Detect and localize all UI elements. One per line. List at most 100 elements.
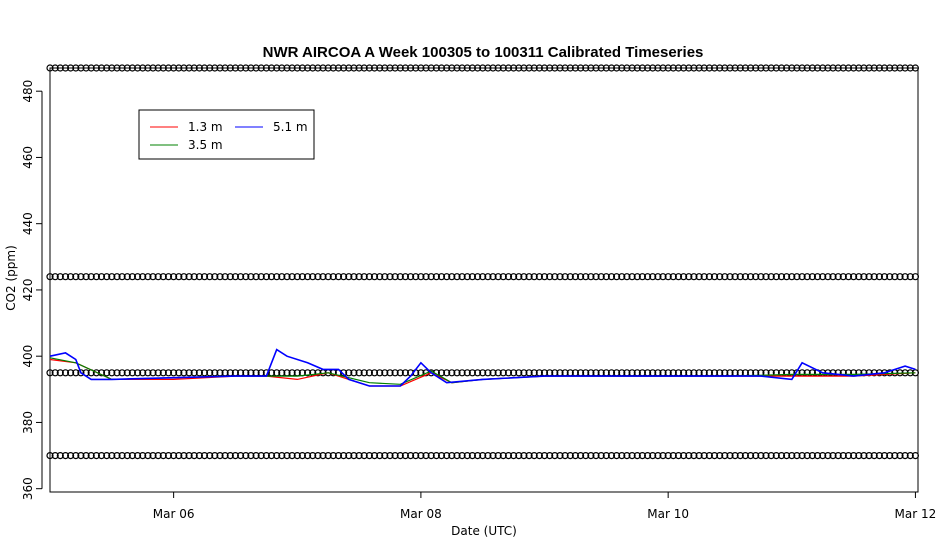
reference-marker [407, 273, 415, 281]
reference-marker [396, 64, 404, 72]
reference-marker [92, 64, 101, 72]
reference-marker [649, 273, 657, 281]
reference-marker [886, 452, 894, 460]
reference-marker [391, 452, 399, 460]
reference-marker [592, 64, 600, 72]
reference-marker [798, 452, 806, 460]
reference-marker [267, 273, 276, 281]
reference-marker [170, 369, 178, 377]
reference-marker [103, 452, 111, 460]
reference-marker [56, 64, 64, 72]
reference-marker [576, 64, 585, 72]
reference-marker [309, 64, 317, 72]
reference-marker [530, 64, 538, 72]
reference-marker [674, 64, 683, 72]
reference-marker [468, 273, 476, 281]
reference-marker [829, 273, 837, 281]
reference-marker [448, 273, 456, 281]
reference-marker [46, 273, 54, 281]
reference-marker [782, 452, 791, 460]
reference-marker [443, 369, 451, 377]
reference-marker [365, 64, 373, 72]
reference-marker [669, 64, 677, 72]
reference-marker [149, 64, 157, 72]
reference-marker [633, 273, 641, 281]
reference-marker [515, 273, 523, 281]
reference-marker [288, 452, 296, 460]
reference-marker [690, 452, 698, 460]
reference-marker [350, 452, 358, 460]
reference-marker [190, 452, 198, 460]
reference-marker [190, 369, 198, 377]
reference-marker [51, 273, 59, 281]
reference-marker [61, 369, 70, 377]
reference-marker [72, 452, 80, 460]
reference-marker [314, 273, 322, 281]
reference-marker [679, 452, 688, 460]
reference-marker [154, 273, 162, 281]
reference-marker [788, 452, 796, 460]
reference-marker [108, 64, 116, 72]
reference-marker [612, 452, 621, 460]
reference-marker [623, 273, 631, 281]
reference-marker [386, 64, 394, 72]
reference-marker [396, 369, 404, 377]
reference-marker [77, 273, 85, 281]
reference-marker [607, 452, 616, 460]
reference-marker [304, 369, 312, 377]
reference-marker [226, 452, 234, 460]
reference-marker [370, 64, 379, 72]
x-axis-label: Date (UTC) [451, 524, 517, 538]
x-tick-label: Mar 10 [647, 507, 689, 521]
reference-marker [509, 64, 518, 72]
reference-marker [865, 273, 873, 281]
reference-marker [422, 64, 430, 72]
reference-marker [618, 273, 626, 281]
reference-marker [906, 452, 914, 460]
reference-marker [782, 64, 791, 72]
reference-marker [566, 273, 574, 281]
reference-marker [92, 273, 101, 281]
reference-marker [669, 273, 677, 281]
reference-marker [72, 273, 80, 281]
reference-marker [793, 452, 801, 460]
reference-marker [190, 273, 198, 281]
reference-marker [360, 369, 368, 377]
reference-marker [391, 273, 399, 281]
reference-marker [432, 273, 440, 281]
y-tick-label: 440 [21, 212, 35, 235]
reference-marker [216, 452, 224, 460]
reference-marker [87, 452, 95, 460]
reference-marker [319, 452, 327, 460]
reference-marker [721, 273, 729, 281]
reference-marker [355, 452, 363, 460]
reference-marker [87, 273, 95, 281]
reference-marker [144, 452, 152, 460]
reference-marker [731, 273, 739, 281]
reference-marker [875, 452, 884, 460]
reference-marker [92, 369, 101, 377]
reference-marker [56, 273, 64, 281]
reference-marker [494, 452, 502, 460]
reference-marker [200, 369, 209, 377]
reference-marker [463, 369, 471, 377]
reference-marker [690, 273, 698, 281]
reference-marker [417, 273, 425, 281]
reference-marker [813, 64, 822, 72]
reference-marker [350, 64, 358, 72]
reference-marker [66, 452, 75, 460]
reference-marker [206, 369, 214, 377]
reference-marker [319, 64, 327, 72]
reference-marker [113, 452, 121, 460]
reference-marker [726, 273, 734, 281]
reference-marker [386, 369, 394, 377]
reference-marker [134, 273, 142, 281]
reference-marker [314, 369, 322, 377]
reference-marker [355, 273, 363, 281]
reference-marker [61, 64, 70, 72]
reference-marker [427, 452, 435, 460]
reference-marker [139, 369, 147, 377]
reference-marker [427, 64, 435, 72]
reference-marker [721, 64, 729, 72]
reference-marker [494, 64, 502, 72]
